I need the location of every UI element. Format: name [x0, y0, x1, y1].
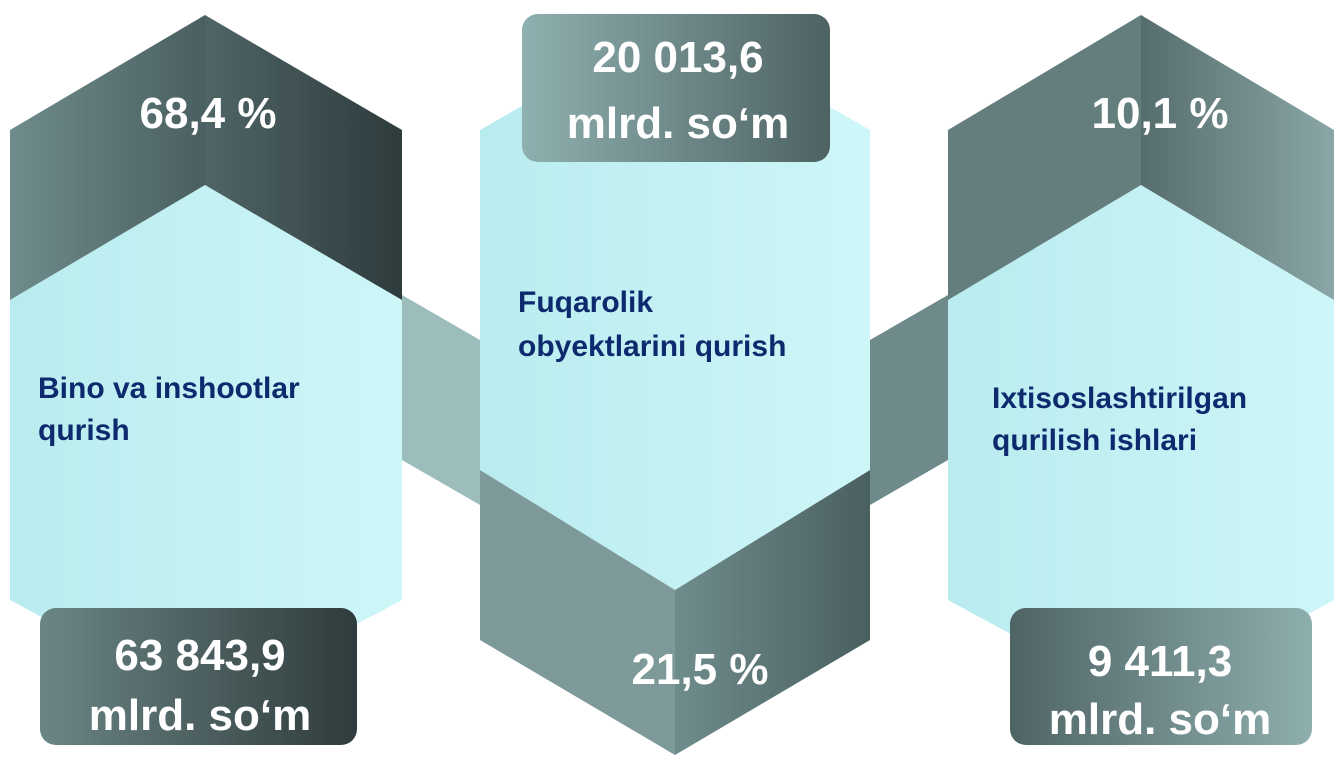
amount: mlrd. so‘m [567, 99, 790, 148]
amount: mlrd. so‘m [1049, 695, 1272, 744]
label: obyektlarini qurish [518, 330, 786, 363]
label: Fuqarolik [518, 286, 653, 319]
label: Ixtisoslashtirilgan [992, 382, 1247, 415]
column-body [10, 185, 402, 705]
amount: mlrd. so‘m [89, 691, 312, 740]
amount-box [1010, 608, 1312, 745]
column-cap [948, 15, 1141, 300]
column-cap [205, 15, 402, 300]
connector [402, 295, 480, 505]
label: Bino va inshootlar [38, 372, 300, 405]
amount-box [522, 14, 830, 162]
column-cap [480, 470, 675, 755]
amount-box [40, 608, 357, 745]
amount: 20 013,6 [592, 33, 763, 82]
label: qurilish ishlari [992, 424, 1197, 457]
column-cap [10, 15, 205, 300]
column-cap [1141, 15, 1334, 300]
column-body [948, 185, 1334, 705]
share: 68,4 % [140, 89, 277, 138]
amount: 63 843,9 [114, 631, 285, 680]
column-cap [675, 470, 870, 755]
connector [870, 295, 948, 505]
share: 21,5 % [632, 645, 769, 694]
amount: 9 411,3 [1088, 637, 1232, 686]
label: qurish [38, 414, 130, 447]
share: 10,1 % [1092, 89, 1229, 138]
